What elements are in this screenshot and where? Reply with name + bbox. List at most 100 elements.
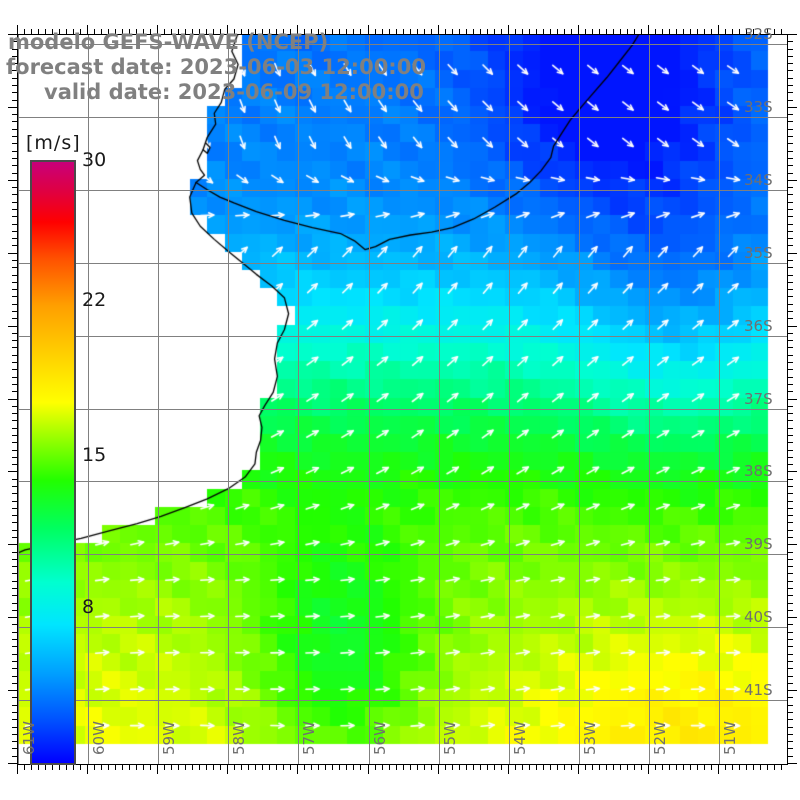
axis-tick [276,765,278,770]
axis-tick [633,29,635,34]
lat-label-34S: 34S [744,171,773,189]
axis-tick [788,114,793,116]
colorbar [30,160,76,765]
axis-tick [788,281,793,283]
axis-tick [486,765,488,770]
axis-tick [12,63,17,65]
axis-tick [213,29,215,34]
axis-tick [157,25,159,34]
axis-tick [12,442,17,444]
axis-tick [788,354,793,356]
axis-tick [725,765,726,770]
axis-tick [213,765,215,770]
grid-line-vertical [88,35,89,764]
axis-tick [788,507,793,509]
axis-tick [12,675,17,677]
axis-tick [788,566,793,568]
axis-tick [101,765,103,770]
axis-tick [157,765,159,774]
axis-tick [668,29,670,34]
axis-tick [514,29,516,34]
axis-tick [12,566,17,568]
axis-tick [24,29,25,34]
axis-tick [12,354,17,356]
axis-tick [87,765,89,774]
axis-tick [788,653,793,655]
axis-tick [12,748,17,750]
lon-label-58W: 58W [230,721,248,755]
lat-label-32S: 32S [744,25,773,43]
axis-tick [640,765,642,770]
axis-tick [136,29,138,34]
axis-tick [472,765,474,770]
axis-tick [788,267,793,269]
axis-tick [788,617,797,619]
axis-tick [94,765,96,770]
axis-tick [8,34,17,35]
axis-tick [788,624,793,626]
axis-tick [570,29,572,34]
axis-tick [788,485,793,487]
axis-tick [788,529,793,531]
axis-tick [591,29,593,34]
axis-tick [788,99,793,101]
axis-tick [262,765,264,770]
axis-tick [675,29,677,34]
axis-tick [12,245,17,247]
axis-tick [8,106,17,108]
axis-tick [59,29,61,34]
axis-tick [788,128,793,130]
axis-tick [788,609,793,611]
axis-tick [12,136,17,138]
axis-tick [788,631,793,633]
axis-tick [788,274,793,276]
axis-tick [227,25,229,34]
axis-tick [164,765,166,770]
axis-tick [612,29,614,34]
axis-tick [8,398,17,400]
axis-tick [788,369,793,371]
axis-tick [12,711,17,713]
axis-tick [12,143,17,145]
axis-tick [12,580,17,582]
axis-tick [549,29,551,34]
axis-tick [647,765,649,774]
axis-tick [12,500,17,502]
axis-tick [297,25,299,34]
axis-tick [788,41,793,43]
axis-tick [12,456,17,458]
axis-tick [304,29,306,34]
axis-tick [703,765,705,770]
axis-tick [696,29,698,34]
axis-tick [12,420,17,422]
axis-tick [619,29,621,34]
axis-tick [12,55,17,57]
axis-tick [788,434,793,436]
axis-tick [486,29,488,34]
axis-tick [788,573,793,575]
axis-tick [788,245,793,247]
axis-tick [353,765,355,770]
axis-tick [689,765,691,770]
axis-tick [220,29,222,34]
wind-speed-field [18,35,787,764]
axis-tick [234,29,236,34]
axis-tick [703,29,705,34]
axis-tick [788,763,797,764]
lon-label-57W: 57W [300,721,318,755]
axis-tick [591,765,593,770]
axis-tick [346,29,348,34]
axis-tick [472,29,474,34]
axis-tick [514,765,516,770]
axis-tick [12,427,17,429]
lon-label-53W: 53W [581,721,599,755]
axis-tick [283,765,285,770]
axis-tick [788,216,793,218]
axis-tick [788,500,793,502]
grid-line-vertical [509,35,510,764]
axis-tick [12,114,17,116]
axis-tick [101,29,103,34]
axis-tick [290,29,292,34]
axis-tick [12,383,17,385]
axis-tick [668,765,670,770]
